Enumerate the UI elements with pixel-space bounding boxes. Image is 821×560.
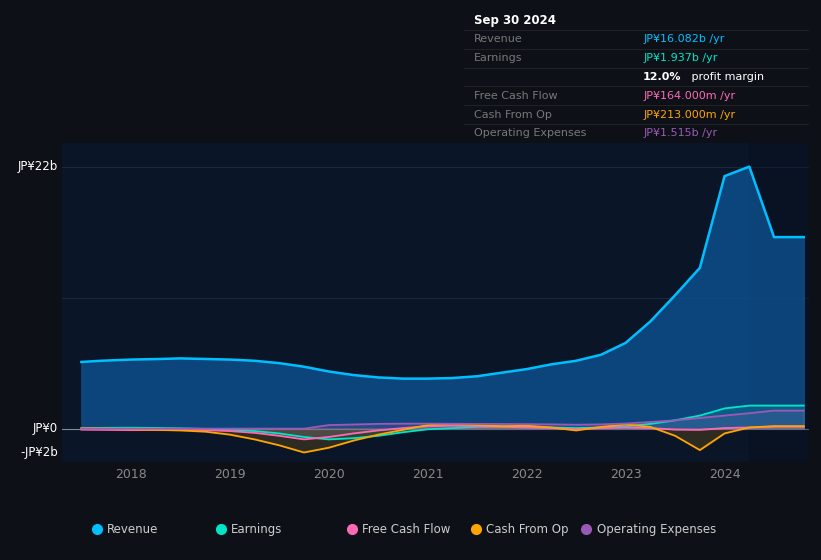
Text: Free Cash Flow: Free Cash Flow [475,91,557,101]
Text: JP¥213.000m /yr: JP¥213.000m /yr [643,110,736,120]
Text: Earnings: Earnings [475,53,523,63]
Text: JP¥1.937b /yr: JP¥1.937b /yr [643,53,718,63]
Text: Revenue: Revenue [107,522,158,536]
Text: Revenue: Revenue [475,34,523,44]
Text: Operating Expenses: Operating Expenses [597,522,716,536]
Text: Sep 30 2024: Sep 30 2024 [475,14,556,27]
Text: Free Cash Flow: Free Cash Flow [362,522,451,536]
Text: JP¥164.000m /yr: JP¥164.000m /yr [643,91,736,101]
Text: JP¥16.082b /yr: JP¥16.082b /yr [643,34,725,44]
Text: Operating Expenses: Operating Expenses [475,128,586,138]
Text: JP¥1.515b /yr: JP¥1.515b /yr [643,128,718,138]
Text: -JP¥2b: -JP¥2b [20,446,57,459]
Bar [750,143,809,462]
Text: JP¥22b: JP¥22b [17,160,57,173]
Text: profit margin: profit margin [688,72,764,82]
Text: 12.0%: 12.0% [643,72,681,82]
Text: JP¥0: JP¥0 [33,422,57,435]
Text: Cash From Op: Cash From Op [475,110,552,120]
Text: Earnings: Earnings [232,522,282,536]
Text: Cash From Op: Cash From Op [486,522,569,536]
